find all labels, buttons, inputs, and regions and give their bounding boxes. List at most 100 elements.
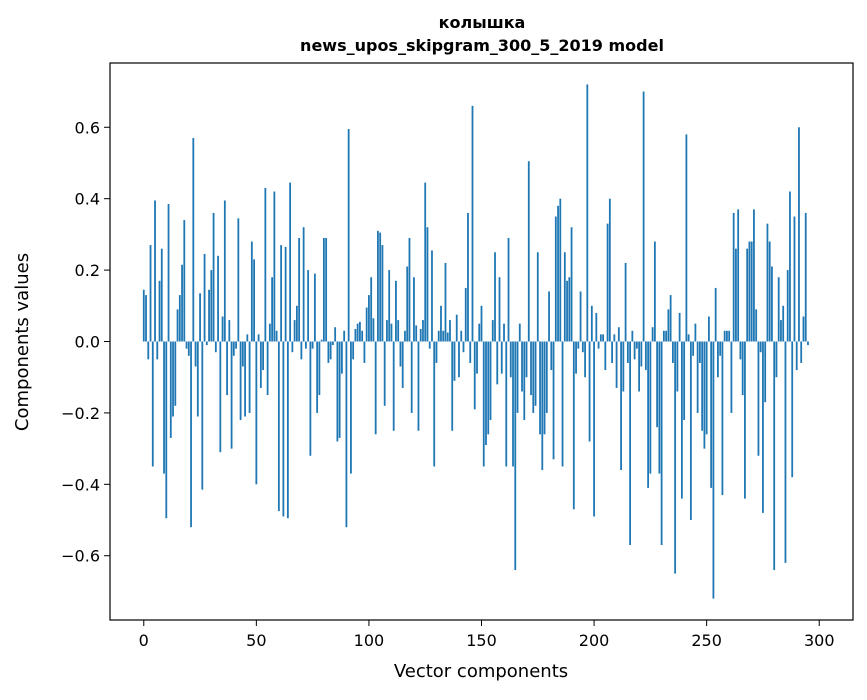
bar [771, 266, 773, 342]
bar [262, 341, 264, 371]
bar [635, 341, 638, 349]
bar [665, 330, 668, 342]
bar [437, 330, 440, 342]
bar [714, 287, 717, 342]
bar [647, 341, 650, 488]
bar [750, 241, 753, 342]
bar [539, 341, 541, 435]
bar [203, 254, 206, 342]
bar [151, 341, 154, 467]
bar [190, 341, 192, 528]
bar [615, 341, 618, 388]
bar [320, 339, 323, 342]
bar [523, 341, 526, 421]
bar [424, 182, 427, 342]
bar [284, 246, 287, 342]
bar [257, 334, 260, 342]
bar [336, 341, 339, 442]
bar [584, 341, 586, 378]
bar [417, 341, 420, 431]
x-tick-label: 50 [246, 631, 266, 650]
x-axis-label: Vector components [394, 661, 568, 682]
bar [350, 341, 352, 474]
bar [676, 341, 679, 392]
bar [147, 341, 150, 360]
bar [674, 341, 677, 574]
bar [723, 330, 726, 342]
bar [232, 341, 235, 356]
bar [669, 295, 672, 342]
bar [498, 277, 501, 342]
bar [509, 341, 512, 378]
bar [259, 341, 262, 388]
bar [199, 293, 201, 342]
bar [277, 341, 280, 512]
bar [496, 341, 499, 385]
bar [201, 341, 204, 490]
bar [732, 212, 735, 342]
bar [545, 341, 548, 413]
bar [444, 262, 447, 342]
bar [230, 341, 233, 449]
bar [442, 330, 445, 342]
bar [214, 341, 217, 353]
bar [142, 289, 145, 342]
bar [703, 341, 706, 449]
bar [500, 341, 503, 374]
bar [617, 327, 620, 342]
bar [226, 341, 228, 396]
y-axis-ticks: −0.6 −0.4 −0.2 0.0 0.2 0.4 0.6 [61, 118, 110, 566]
bar [764, 341, 767, 403]
bar [325, 237, 328, 342]
bar [352, 341, 355, 360]
bar [577, 341, 580, 349]
bar [717, 341, 719, 378]
bar [196, 341, 199, 417]
bar [748, 241, 751, 342]
bar [160, 248, 163, 342]
bar [516, 341, 519, 413]
bar [780, 320, 782, 342]
bar [735, 248, 737, 342]
bar [507, 237, 510, 342]
bar [318, 341, 321, 396]
x-tick-label: 150 [466, 631, 497, 650]
bar [708, 316, 710, 342]
bar [701, 341, 704, 431]
bar [273, 191, 276, 342]
bar [656, 341, 659, 428]
bar [426, 227, 429, 342]
bar [755, 309, 758, 342]
bar [671, 341, 674, 363]
bar [694, 323, 697, 342]
bar [368, 295, 370, 342]
bar [223, 200, 226, 342]
bar [525, 341, 528, 378]
bar [145, 295, 147, 342]
bar [244, 341, 246, 417]
chart-subtitle: news_upos_skipgram_300_5_2019 model [300, 36, 664, 55]
bar [253, 259, 255, 342]
y-tick-label: 0.2 [75, 261, 100, 280]
bar [613, 334, 616, 342]
bar [453, 341, 456, 381]
bar [631, 330, 634, 342]
bar [181, 264, 183, 342]
bar [759, 341, 762, 353]
bar [433, 341, 436, 467]
bar [309, 341, 312, 456]
bar [653, 241, 656, 342]
bar [449, 320, 451, 342]
bar [228, 320, 231, 342]
bar [728, 330, 731, 342]
bar [239, 341, 242, 421]
bar [185, 341, 188, 349]
bar [687, 334, 690, 342]
bar [744, 341, 746, 499]
bar [478, 323, 481, 342]
bar [719, 341, 722, 356]
bar [570, 227, 573, 342]
bar [521, 341, 523, 392]
bar [660, 341, 663, 546]
bar [807, 341, 809, 346]
